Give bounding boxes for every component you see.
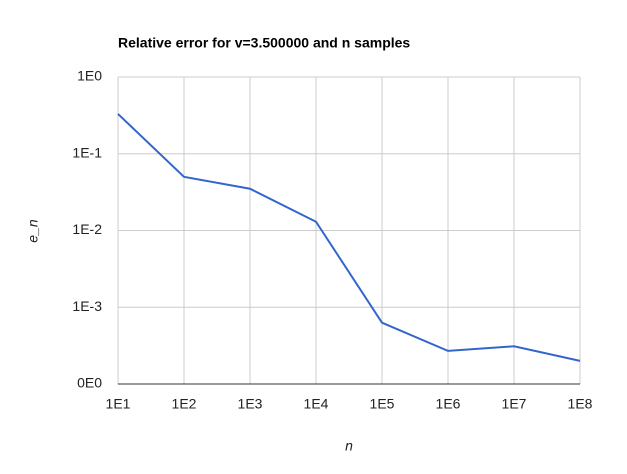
x-tick-label: 1E5 [370, 396, 395, 412]
x-tick-label: 1E6 [436, 396, 461, 412]
y-tick-label: 1E-1 [72, 144, 102, 160]
y-tick-label: 0E0 [77, 375, 102, 391]
x-tick-label: 1E7 [502, 396, 527, 412]
chart-title: Relative error for v=3.500000 and n samp… [118, 35, 410, 51]
y-tick-label: 1E-3 [72, 298, 102, 314]
line-series [117, 113, 581, 362]
x-tick-label: 1E4 [304, 396, 329, 412]
x-axis-title: n [345, 438, 353, 454]
x-tick-label: 1E1 [106, 396, 131, 412]
x-tick-label: 1E2 [172, 396, 197, 412]
x-tick-label: 1E3 [238, 396, 263, 412]
y-tick-label: 1E-2 [72, 221, 102, 237]
y-axis-title: e_n [25, 219, 41, 243]
x-tick-label: 1E8 [568, 396, 593, 412]
y-tick-label: 1E0 [77, 68, 102, 84]
